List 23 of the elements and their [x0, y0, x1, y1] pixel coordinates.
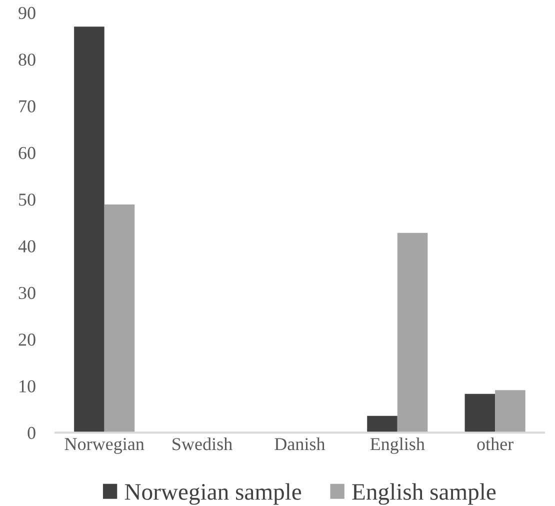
- y-tick-label: 30: [18, 286, 36, 300]
- y-tick-label: 0: [28, 426, 36, 440]
- x-tick-label: English: [370, 437, 425, 454]
- x-tick-label: Norwegian: [64, 438, 144, 454]
- bar: [74, 26, 104, 433]
- bar: [464, 394, 496, 433]
- x-tick-label: other: [477, 437, 514, 450]
- y-tick-label: 10: [20, 380, 36, 392]
- y-tick-label: 20: [18, 334, 36, 346]
- y-tick-label: 70: [19, 100, 36, 112]
- bar: [104, 204, 135, 433]
- y-tick-label: 60: [18, 146, 36, 160]
- legend-label: English sample: [352, 483, 496, 505]
- bar: [495, 390, 526, 433]
- bar: [367, 416, 398, 433]
- y-tick-label: 90: [18, 6, 36, 20]
- x-tick-label: Danish: [274, 437, 326, 450]
- y-tick-label: 40: [18, 240, 36, 252]
- legend-label: Norwegian sample: [124, 483, 302, 505]
- y-tick-label: 80: [18, 54, 36, 66]
- bar: [397, 232, 428, 433]
- y-tick-label: 50: [19, 194, 36, 206]
- x-tick-label: Swedish: [172, 437, 232, 450]
